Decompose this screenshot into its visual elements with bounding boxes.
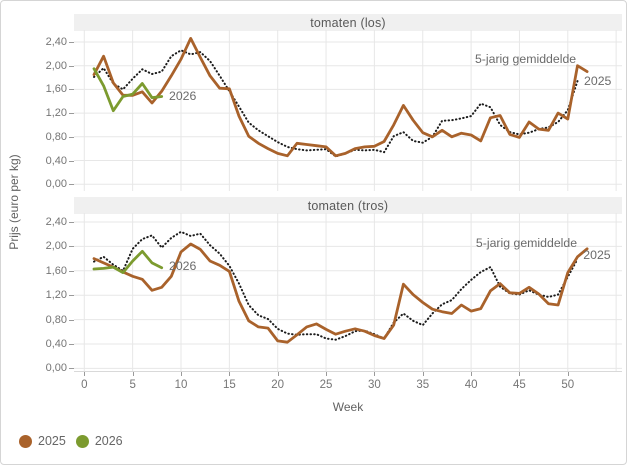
y-tick-label: 2,00 xyxy=(45,240,67,253)
plot-area-tomaten-los[interactable] xyxy=(74,30,622,191)
panel-header-tomaten-tros: tomaten (tros) xyxy=(74,197,622,214)
y-tick-mark xyxy=(69,136,74,138)
panel-title-tomaten-los: tomaten (los) xyxy=(310,15,386,30)
x-tick-mark xyxy=(132,372,134,376)
line-5yr-average[interactable] xyxy=(93,230,579,341)
x-tick-label: 0 xyxy=(81,379,88,391)
legend-item-2025[interactable]: 2025 xyxy=(19,434,66,448)
panel-header-tomaten-los: tomaten (los) xyxy=(74,14,622,31)
x-tick-mark xyxy=(326,372,328,376)
legend-swatch-2026-icon xyxy=(75,434,89,448)
y-tick-label: 2,40 xyxy=(45,36,67,48)
y-tick-label: 0,40 xyxy=(45,338,67,350)
x-tick-label: 30 xyxy=(367,379,381,391)
x-tick-mark xyxy=(567,372,569,376)
y-tick-label: 0,00 xyxy=(45,362,67,375)
x-tick-mark xyxy=(422,372,424,376)
line-2025[interactable] xyxy=(92,242,589,344)
y-tick-mark xyxy=(69,344,74,345)
x-tick-mark xyxy=(519,372,521,376)
y-tick-label: 0,80 xyxy=(45,313,67,326)
y-tick-label: 2,00 xyxy=(45,59,67,72)
annotation-2026: 2026 xyxy=(169,88,197,103)
x-tick-label: 25 xyxy=(319,379,333,391)
legend-swatch-2025-icon xyxy=(19,434,32,448)
y-tick-mark xyxy=(69,368,74,370)
x-tick-label: 45 xyxy=(513,379,526,391)
line-5yr-average[interactable] xyxy=(93,49,579,158)
y-tick-mark xyxy=(69,319,74,321)
x-axis-line xyxy=(74,371,622,372)
annotation-5-jarig-gemiddelde: 5-jarig gemiddelde xyxy=(474,51,577,66)
annotation-2025: 2025 xyxy=(584,74,612,89)
annotation-5-jarig-gemiddelde: 5-jarig gemiddelde xyxy=(475,236,578,251)
y-axis-title: Prijs (euro per kg) xyxy=(7,154,21,250)
y-tick-mark xyxy=(69,246,74,248)
y-tick-label: 2,40 xyxy=(45,216,67,228)
y-tick-mark xyxy=(69,113,74,115)
y-tick-mark xyxy=(69,89,74,91)
y-tick-mark xyxy=(69,160,74,162)
y-tick-label: 0,40 xyxy=(45,154,67,167)
y-tick-label: 1,20 xyxy=(45,289,67,302)
line-2025[interactable] xyxy=(92,36,589,158)
annotation-2025: 2025 xyxy=(583,247,611,262)
y-tick-label: 0,80 xyxy=(45,130,67,143)
legend-item-2026[interactable]: 2026 xyxy=(75,434,123,448)
x-tick-label: 5 xyxy=(129,379,136,391)
y-tick-label: 1,60 xyxy=(45,264,67,277)
chart-legend: 2025 2026 xyxy=(19,432,123,450)
y-tick-label: 0,00 xyxy=(45,178,67,191)
x-tick-mark xyxy=(181,372,182,376)
y-tick-label: 1,20 xyxy=(45,107,67,120)
y-tick-mark xyxy=(69,65,74,67)
y-tick-mark xyxy=(69,222,74,223)
x-tick-mark xyxy=(374,372,376,376)
y-tick-label: 1,60 xyxy=(45,83,67,96)
panel-svg-0 xyxy=(74,30,622,191)
panel-svg-1 xyxy=(74,213,622,372)
x-tick-label: 20 xyxy=(271,379,285,391)
y-tick-mark xyxy=(69,270,74,272)
x-tick-mark xyxy=(229,372,231,376)
legend-label-2026: 2026 xyxy=(94,434,123,448)
y-tick-mark xyxy=(69,42,74,43)
x-axis-title: Week xyxy=(332,400,364,414)
plot-area-tomaten-tros[interactable] xyxy=(74,213,622,372)
y-tick-mark xyxy=(69,184,74,186)
y-tick-mark xyxy=(69,295,74,297)
x-tick-label: 50 xyxy=(561,379,575,391)
line-2026[interactable] xyxy=(92,67,164,113)
x-tick-mark xyxy=(277,372,279,376)
x-tick-label: 15 xyxy=(222,379,236,391)
legend-label-2025: 2025 xyxy=(38,434,66,448)
annotation-2026: 2026 xyxy=(169,258,197,273)
x-tick-mark xyxy=(84,372,86,376)
line-2026[interactable] xyxy=(92,249,164,274)
panel-title-tomaten-tros: tomaten (tros) xyxy=(307,198,389,213)
x-tick-mark xyxy=(471,372,473,376)
x-tick-label: 35 xyxy=(416,379,430,391)
x-tick-label: 10 xyxy=(174,379,188,391)
x-tick-label: 40 xyxy=(464,379,478,391)
